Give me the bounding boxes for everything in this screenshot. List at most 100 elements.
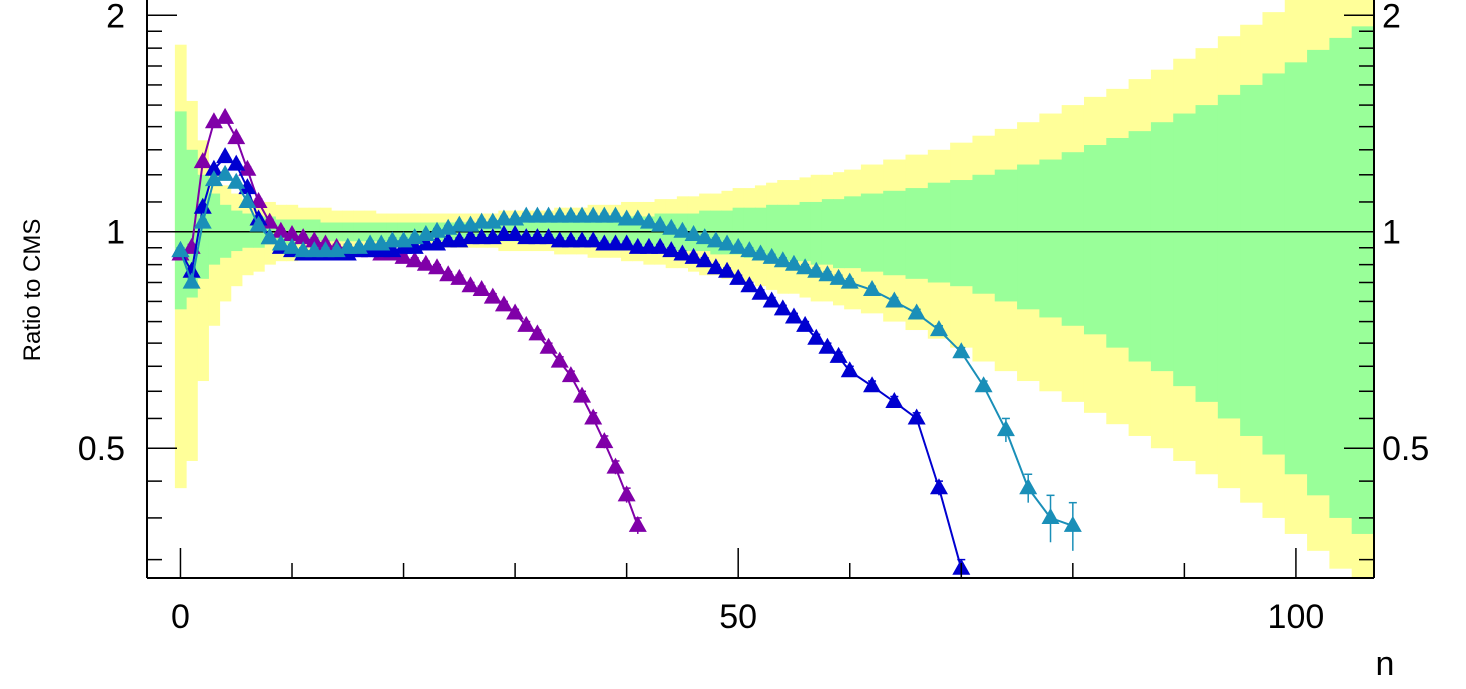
inner-band-bin bbox=[743, 207, 756, 258]
inner-band-bin bbox=[777, 204, 789, 262]
inner-band-bin bbox=[883, 190, 907, 276]
data-point bbox=[662, 241, 681, 258]
data-point bbox=[171, 241, 190, 258]
inner-band-bin bbox=[1083, 145, 1107, 335]
inner-band-bin bbox=[241, 213, 254, 248]
inner-band-bin bbox=[950, 180, 974, 287]
inner-band-bin bbox=[721, 210, 734, 255]
y-tick-label-right: 2 bbox=[1382, 0, 1401, 35]
data-point bbox=[885, 291, 904, 308]
data-point bbox=[863, 280, 882, 297]
data-point bbox=[573, 386, 592, 403]
data-point bbox=[673, 244, 692, 261]
data-point bbox=[784, 254, 803, 271]
data-point bbox=[539, 228, 558, 245]
data-point bbox=[740, 276, 759, 293]
data-point bbox=[539, 337, 558, 354]
data-point bbox=[829, 268, 848, 285]
data-point bbox=[271, 221, 290, 238]
inner-band-bin bbox=[810, 201, 823, 265]
data-point bbox=[238, 159, 257, 176]
data-point bbox=[673, 221, 692, 238]
data-point bbox=[595, 432, 614, 449]
x-tick-label: 100 bbox=[1268, 598, 1325, 636]
inner-band-bin bbox=[905, 188, 929, 279]
data-point bbox=[182, 261, 201, 278]
x-tick-label: 50 bbox=[719, 598, 757, 636]
data-point bbox=[706, 231, 725, 248]
data-point bbox=[494, 295, 513, 312]
data-point bbox=[606, 206, 625, 223]
tick-labels: 0 50 100 0.5 0.5 1 1 2 2 bbox=[78, 0, 1430, 636]
data-point bbox=[405, 251, 424, 268]
data-point bbox=[1063, 515, 1082, 532]
data-point bbox=[238, 178, 257, 195]
data-point bbox=[271, 234, 290, 251]
inner-band-bin bbox=[1150, 122, 1174, 372]
data-point bbox=[249, 215, 268, 232]
uncertainty-bands bbox=[174, 0, 1374, 578]
data-point bbox=[517, 315, 536, 332]
data-point bbox=[216, 107, 235, 124]
inner-band-bin bbox=[754, 207, 767, 258]
inner-band-bin bbox=[1329, 37, 1353, 518]
data-point bbox=[305, 231, 324, 248]
inner-band-bin bbox=[1039, 159, 1063, 318]
data-point bbox=[461, 276, 480, 293]
y-tick-label: 0.5 bbox=[78, 430, 125, 468]
data-point bbox=[695, 228, 714, 245]
y-axis-title: Ratio to CMS bbox=[19, 219, 46, 362]
data-point bbox=[628, 209, 647, 226]
inner-band-bin bbox=[788, 204, 801, 262]
data-point bbox=[204, 159, 223, 176]
inner-band-bin bbox=[1017, 164, 1040, 310]
data-point bbox=[773, 299, 792, 316]
data-point bbox=[751, 283, 770, 300]
data-point bbox=[193, 152, 212, 169]
data-point bbox=[751, 244, 770, 261]
data-point bbox=[929, 320, 948, 337]
data-point bbox=[952, 342, 971, 359]
data-point bbox=[818, 265, 837, 282]
data-point bbox=[651, 215, 670, 232]
x-tick-label: 0 bbox=[171, 598, 190, 636]
series-line bbox=[179, 116, 639, 527]
data-point bbox=[807, 261, 826, 278]
data-point bbox=[929, 478, 948, 495]
data-point bbox=[639, 212, 658, 229]
data-point bbox=[283, 224, 302, 241]
data-point bbox=[651, 237, 670, 254]
data-point bbox=[216, 164, 235, 181]
data-point bbox=[729, 237, 748, 254]
data-point bbox=[684, 224, 703, 241]
data-point bbox=[606, 457, 625, 474]
data-point bbox=[740, 241, 759, 258]
data-point bbox=[450, 268, 469, 285]
inner-band-bin bbox=[308, 219, 321, 242]
data-point bbox=[238, 192, 257, 209]
data-point bbox=[907, 303, 926, 320]
axes-frame bbox=[146, 0, 1375, 579]
data-point bbox=[718, 234, 737, 251]
data-point bbox=[684, 247, 703, 264]
data-point bbox=[840, 272, 859, 289]
data-point bbox=[1041, 507, 1060, 524]
inner-band-bin bbox=[927, 182, 951, 283]
data-point bbox=[729, 268, 748, 285]
data-point bbox=[762, 247, 781, 264]
data-point bbox=[584, 231, 603, 248]
data-point bbox=[617, 485, 636, 502]
data-point bbox=[617, 234, 636, 251]
inner-band-bin bbox=[230, 210, 243, 252]
inner-band-bin bbox=[1106, 137, 1130, 348]
inner-band-bin bbox=[1173, 113, 1197, 387]
data-point bbox=[695, 251, 714, 268]
y-tick-label: 2 bbox=[106, 0, 125, 35]
data-point bbox=[193, 197, 212, 214]
data-point bbox=[807, 328, 826, 345]
data-point bbox=[863, 376, 882, 393]
data-point bbox=[416, 254, 435, 271]
data-point bbox=[561, 366, 580, 383]
data-point bbox=[506, 224, 525, 241]
inner-band-bin bbox=[1061, 152, 1085, 326]
